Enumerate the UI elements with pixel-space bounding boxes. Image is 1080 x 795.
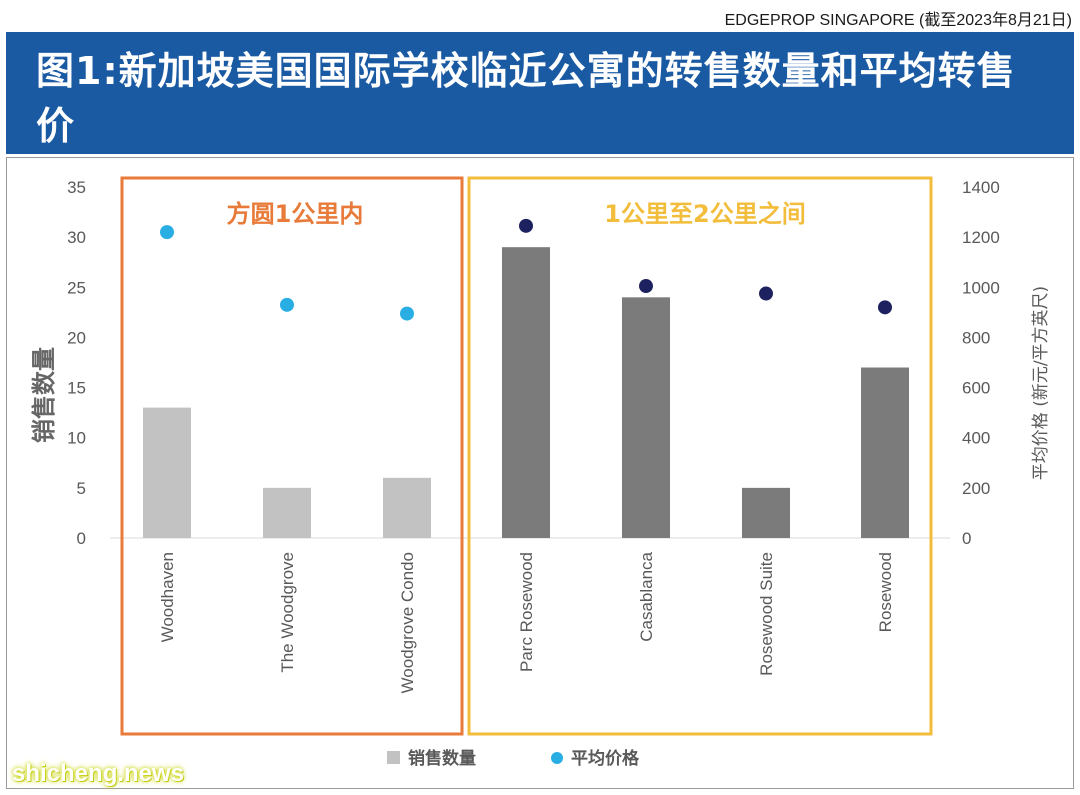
x-tick-label: The Woodgrove [278, 552, 297, 673]
y2-tick-label: 200 [962, 479, 990, 498]
y2-axis-label: 平均价格 (新元/平方英尺) [1031, 286, 1051, 480]
y-tick-label: 10 [67, 429, 86, 448]
source-label: EDGEPROP SINGAPORE (截至2023年8月21日) [724, 12, 1072, 29]
title-banner: 图1:新加坡美国国际学校临近公寓的转售数量和平均转售价 [6, 32, 1074, 154]
x-tick-label: Parc Rosewood [517, 552, 536, 672]
bar [861, 367, 909, 538]
scatter-point [519, 218, 533, 233]
bar [263, 487, 311, 538]
bar [742, 487, 790, 538]
legend-swatch-dot [551, 752, 563, 764]
y2-tick-label: 800 [962, 328, 990, 347]
y-tick-label: 15 [67, 379, 86, 398]
bar [143, 407, 191, 538]
group-box-1 [120, 176, 464, 736]
y-tick-label: 0 [77, 529, 86, 548]
legend-label-bar: 销售数量 [408, 748, 476, 769]
bar [502, 247, 550, 538]
bar [383, 477, 431, 538]
y-axis-label: 销售数量 [30, 347, 58, 443]
y2-tick-label: 1400 [962, 178, 1000, 197]
x-tick-label: Rosewood [876, 552, 895, 632]
y2-tick-label: 600 [962, 379, 990, 398]
legend-label-dot: 平均价格 [571, 748, 640, 769]
x-tick-label: Casablanca [637, 551, 656, 641]
bar [622, 297, 670, 538]
dots-layer [160, 218, 892, 321]
scatter-point [878, 300, 892, 315]
y2-tick-label: 0 [962, 529, 971, 548]
y-tick-label: 25 [67, 278, 86, 297]
group-boxes: 方圆1公里内 1公里至2公里之间 [120, 176, 933, 736]
bars-layer [143, 247, 909, 538]
scatter-point [639, 279, 653, 294]
chart-title: 图1:新加坡美国国际学校临近公寓的转售数量和平均转售价 [36, 49, 1016, 148]
y-tick-label: 35 [67, 178, 86, 197]
group-label-1: 方圆1公里内 [227, 200, 364, 228]
group-label-2: 1公里至2公里之间 [604, 200, 805, 228]
y2-tick-label: 1000 [962, 278, 1000, 297]
scatter-point [759, 286, 773, 301]
y-tick-label: 20 [67, 328, 86, 347]
scatter-point [400, 306, 414, 321]
legend-swatch-bar [387, 751, 400, 764]
x-tick-label: Woodgrove Condo [398, 552, 417, 693]
axes-layer: 0 5 10 15 20 25 30 35 0 200 400 600 800 1000 1200 1400 销… [30, 178, 1051, 693]
y2-tick-label: 1200 [962, 228, 1000, 247]
y-tick-label: 30 [67, 228, 86, 247]
x-tick-label: Woodhaven [158, 552, 177, 642]
x-tick-label: Rosewood Suite [757, 552, 776, 676]
y2-tick-label: 400 [962, 429, 990, 448]
y-tick-label: 5 [77, 479, 86, 498]
legend: 销售数量 平均价格 [387, 748, 640, 769]
scatter-point [160, 225, 174, 240]
scatter-point [280, 297, 294, 312]
watermark: shicheng.news [12, 760, 185, 787]
group-box-2 [467, 176, 933, 736]
